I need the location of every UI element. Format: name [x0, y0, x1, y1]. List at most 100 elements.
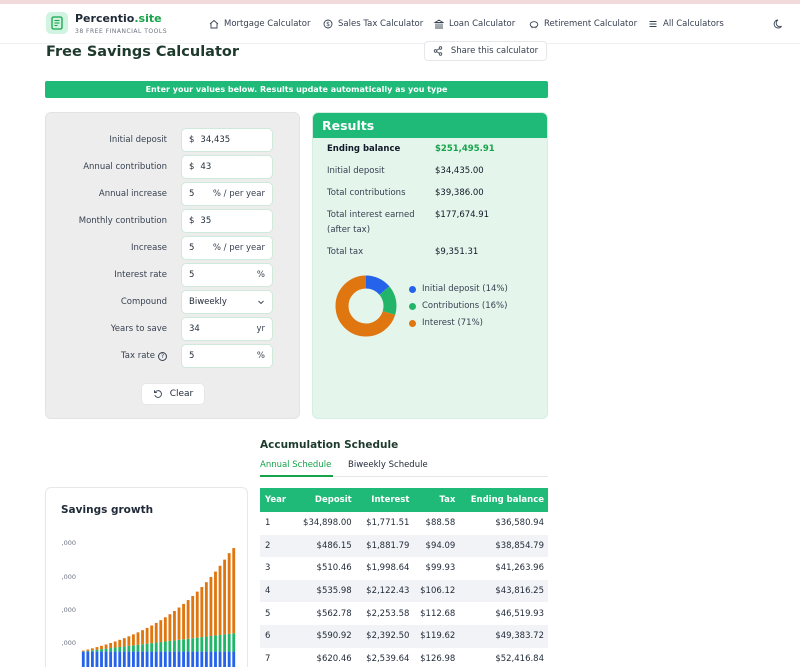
bar-initial-year-22: [177, 651, 181, 667]
bar-initial-year-17: [154, 651, 158, 667]
cell-ending-balance: $38,854.79: [495, 540, 544, 551]
bar-interest-year-11: [127, 636, 131, 646]
bar-initial-year-4: [95, 651, 99, 667]
share-icon: [433, 46, 443, 56]
bar-initial-year-9: [118, 651, 122, 667]
brand-name[interactable]: Percentio.site: [75, 12, 162, 25]
tab-annual-schedule[interactable]: Annual Schedule: [260, 460, 332, 470]
total-tax-label: Total tax: [327, 247, 364, 257]
nav-label: Mortgage Calculator: [224, 19, 311, 29]
increase-field[interactable]: 5 % / per year: [181, 236, 273, 260]
logo-icon[interactable]: [46, 12, 68, 34]
initial-deposit-label: Initial deposit: [109, 135, 167, 145]
bar-contributions-year-26: [195, 637, 199, 652]
bar-contributions-year-32: [223, 634, 227, 652]
page-title: Free Savings Calculator: [46, 44, 239, 60]
bar-contributions-year-4: [95, 649, 99, 652]
cell-ending-balance: $52,416.84: [495, 653, 544, 664]
initial-deposit-field[interactable]: $ 34,435: [181, 128, 273, 152]
bar-interest-year-21: [173, 610, 176, 641]
cell-tax: $99.93: [425, 563, 456, 574]
total-contributions-label: Total contributions: [327, 188, 406, 198]
legend-contributions: Contributions (16%): [409, 301, 507, 311]
schedule-table: Year Deposit Interest Tax Ending balance…: [260, 488, 548, 667]
bar-contributions-year-6: [104, 648, 108, 652]
savings-growth-title: Savings growth: [61, 504, 154, 516]
bar-initial-year-31: [218, 651, 222, 667]
cell-interest: $2,539.64: [366, 653, 410, 664]
bar-interest-year-23: [182, 603, 185, 640]
bar-contributions-year-31: [218, 634, 222, 652]
y-tick-label: ,000: [62, 639, 76, 647]
tab-biweekly-schedule[interactable]: Biweekly Schedule: [348, 460, 428, 470]
cell-ending-balance: $36,580.94: [495, 518, 544, 529]
cell-deposit: $620.46: [316, 653, 352, 664]
cell-interest: $2,122.43: [366, 586, 410, 597]
years-to-save-field[interactable]: 34 yr: [181, 317, 273, 341]
donut-slice-1: [335, 275, 397, 337]
savings-growth-chart: ,000 ,000 ,000 ,000: [62, 539, 236, 667]
legend-initial-deposit: Initial deposit (14%): [409, 284, 508, 294]
moon-icon[interactable]: [773, 18, 785, 30]
currency-prefix: $: [189, 216, 195, 226]
bar-interest-year-4: [95, 647, 99, 650]
bar-initial-year-24: [186, 651, 190, 667]
svg-text:$: $: [326, 21, 330, 28]
bar-interest-year-16: [150, 625, 154, 644]
compound-select[interactable]: Biweekly: [181, 290, 273, 314]
tax-rate-label: Tax rate?: [121, 351, 167, 361]
brand-tld: .site: [134, 12, 162, 25]
initial-deposit-result-label: Initial deposit: [327, 166, 385, 176]
column-header-tax: Tax: [439, 495, 456, 505]
help-icon[interactable]: ?: [158, 352, 167, 361]
nav-loan-calculator[interactable]: Loan Calculator: [434, 19, 515, 29]
tax-rate-field[interactable]: 5 %: [181, 344, 273, 368]
bar-contributions-year-33: [227, 633, 231, 652]
monthly-contribution-field[interactable]: $ 35: [181, 209, 273, 233]
cell-ending-balance: $49,383.72: [495, 631, 544, 642]
bar-contributions-year-23: [182, 639, 185, 652]
total-interest-label: Total interest earned: [327, 210, 415, 220]
bar-initial-year-8: [113, 651, 117, 667]
bar-initial-year-21: [173, 651, 176, 667]
bar-initial-year-15: [145, 651, 149, 667]
y-tick-label: ,000: [62, 606, 76, 614]
bar-initial-year-33: [227, 651, 231, 667]
nav-label: Retirement Calculator: [544, 19, 638, 29]
home-icon: [209, 19, 219, 29]
cell-year: 6: [265, 631, 271, 642]
cell-interest: $1,881.79: [366, 540, 410, 551]
column-header-deposit: Deposit: [314, 495, 352, 505]
clear-button-label: Clear: [169, 389, 194, 399]
nav-sales-tax-calculator[interactable]: $ Sales Tax Calculator: [323, 19, 423, 29]
bar-contributions-year-8: [113, 647, 117, 652]
annual-contribution-field[interactable]: $ 43: [181, 155, 273, 179]
bar-initial-year-6: [104, 651, 108, 667]
bar-initial-year-30: [214, 651, 217, 667]
total-interest-label-note: (after tax): [327, 225, 371, 235]
nav-mortgage-calculator[interactable]: Mortgage Calculator: [209, 19, 310, 29]
nav-all-calculators[interactable]: All Calculators: [648, 19, 724, 29]
annual-increase-field[interactable]: 5 % / per year: [181, 182, 273, 206]
bar-initial-year-23: [182, 651, 185, 667]
annual-contribution-value: 43: [200, 162, 212, 172]
bar-contributions-year-19: [163, 641, 167, 652]
cell-year: 4: [265, 586, 271, 597]
clear-button[interactable]: Clear: [141, 383, 205, 405]
cell-tax: $94.09: [425, 540, 456, 551]
annual-increase-value: 5: [189, 189, 195, 199]
bar-contributions-year-25: [191, 638, 195, 652]
bar-interest-year-30: [214, 571, 217, 636]
bar-interest-year-15: [145, 627, 149, 644]
share-button[interactable]: Share this calculator: [424, 41, 547, 61]
bar-contributions-year-15: [145, 643, 149, 652]
years-to-save-label: Years to save: [110, 324, 167, 334]
bar-initial-year-19: [163, 651, 167, 667]
nav-retirement-calculator[interactable]: Retirement Calculator: [529, 19, 637, 29]
legend-label: Initial deposit (14%): [422, 284, 508, 294]
cell-year: 7: [265, 653, 271, 664]
interest-rate-field[interactable]: 5 %: [181, 263, 273, 287]
bar-interest-year-29: [209, 577, 213, 636]
bar-initial-year-12: [132, 651, 135, 667]
bar-initial-year-34: [232, 651, 236, 667]
